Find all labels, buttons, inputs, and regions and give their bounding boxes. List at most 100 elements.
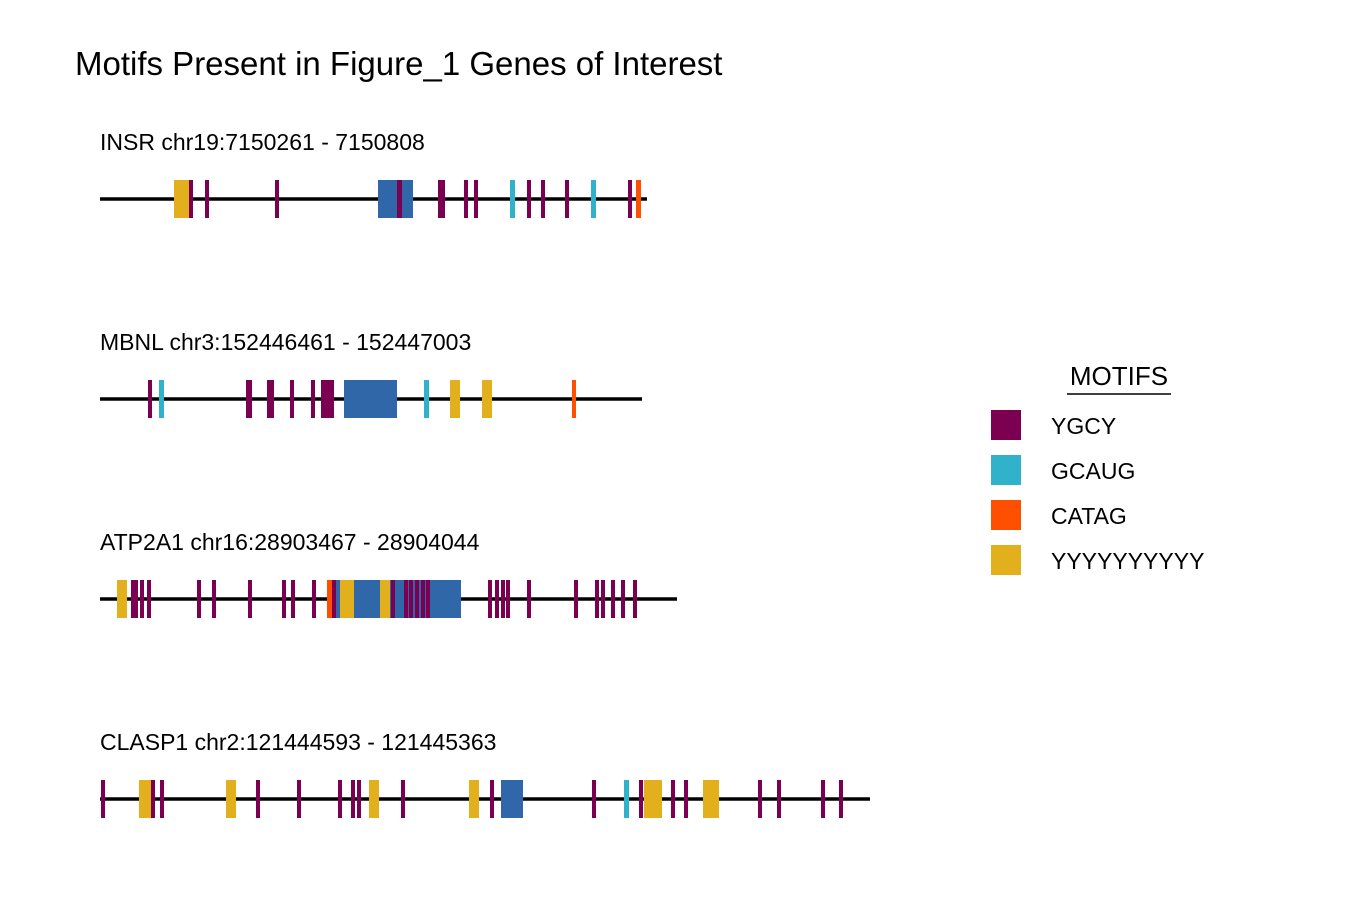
motif-ygcy: [131, 580, 138, 618]
exon-block: [334, 580, 461, 618]
motif-ygcy: [601, 580, 605, 618]
motif-ygcy: [421, 580, 425, 618]
legend-swatch-gcaug: [991, 455, 1021, 485]
motif-ygcy: [321, 380, 334, 418]
motif-ygcy: [777, 780, 781, 818]
motif-yyyyyyyyyy: [139, 780, 151, 818]
gene-label-clasp1: CLASP1 chr2:121444593 - 121445363: [100, 729, 496, 755]
motif-ygcy: [246, 380, 252, 418]
exon-block: [501, 780, 523, 818]
motif-ygcy: [332, 580, 336, 618]
motif-ygcy: [592, 780, 596, 818]
motif-ygcy: [148, 380, 152, 418]
motif-ygcy: [541, 180, 545, 218]
motif-ygcy: [160, 780, 164, 818]
gene-track-insr: INSR chr19:7150261 - 7150808: [100, 129, 647, 218]
motif-ygcy: [506, 580, 510, 618]
gene-label-mbnl: MBNL chr3:152446461 - 152447003: [100, 329, 471, 355]
motif-ygcy: [684, 780, 688, 818]
legend-swatch-ygcy: [991, 410, 1021, 440]
motif-ygcy: [404, 580, 408, 618]
motif-yyyyyyyyyy: [117, 580, 127, 618]
motif-ygcy: [357, 780, 361, 818]
motif-yyyyyyyyyy: [340, 580, 354, 618]
motif-ygcy: [312, 580, 316, 618]
motif-ygcy: [633, 580, 637, 618]
motif-yyyyyyyyyy: [469, 780, 479, 818]
motif-ygcy: [275, 180, 279, 218]
motif-ygcy: [205, 180, 209, 218]
motif-ygcy: [527, 180, 531, 218]
motif-yyyyyyyyyy: [380, 580, 390, 618]
exon-block: [344, 380, 397, 418]
motif-ygcy: [256, 780, 260, 818]
legend-swatch-catag: [991, 500, 1021, 530]
motif-gcaug: [424, 380, 429, 418]
motif-gcaug: [591, 180, 596, 218]
motif-ygcy: [391, 580, 395, 618]
legend: MOTIFS YGCY GCAUG CATAG YYYYYYYYYY: [991, 361, 1204, 575]
motif-ygcy: [438, 180, 445, 218]
motif-ygcy: [490, 780, 494, 818]
legend-label-gcaug: GCAUG: [1051, 458, 1135, 484]
motif-ygcy: [248, 580, 252, 618]
motif-ygcy: [338, 780, 342, 818]
motif-gcaug: [510, 180, 515, 218]
motif-ygcy: [267, 380, 274, 418]
motif-ygcy: [839, 780, 843, 818]
motif-ygcy: [415, 580, 419, 618]
gene-tracks: INSR chr19:7150261 - 7150808 MBNL chr3:15…: [100, 129, 870, 818]
motif-ygcy: [426, 580, 430, 618]
motif-ygcy: [621, 580, 625, 618]
motif-ygcy: [397, 180, 402, 218]
gene-track-atp2a1: ATP2A1 chr16:28903467 - 28904044: [100, 529, 677, 618]
motif-ygcy: [671, 780, 675, 818]
motif-ygcy: [565, 180, 569, 218]
motif-ygcy: [297, 780, 301, 818]
legend-label-yyyyyyyyyy: YYYYYYYYYY: [1051, 548, 1204, 574]
motif-ygcy: [151, 780, 155, 818]
motif-ygcy: [611, 580, 615, 618]
motif-ygcy: [409, 580, 413, 618]
motif-ygcy: [628, 180, 632, 218]
motif-catag: [572, 380, 576, 418]
motif-ygcy: [501, 580, 505, 618]
gene-label-insr: INSR chr19:7150261 - 7150808: [100, 129, 425, 155]
legend-swatch-yyyyyyyyyy: [991, 545, 1021, 575]
motif-catag: [636, 180, 641, 218]
motif-ygcy: [212, 580, 216, 618]
exon-block: [378, 180, 413, 218]
motif-ygcy: [758, 780, 762, 818]
gene-track-mbnl: MBNL chr3:152446461 - 152447003: [100, 329, 642, 418]
gene-track-clasp1: CLASP1 chr2:121444593 - 121445363: [100, 729, 870, 818]
motif-ygcy: [140, 580, 144, 618]
motif-ygcy: [401, 780, 405, 818]
motif-ygcy: [197, 580, 201, 618]
motif-yyyyyyyyyy: [226, 780, 236, 818]
motif-ygcy: [311, 380, 315, 418]
motif-yyyyyyyyyy: [369, 780, 379, 818]
gene-label-atp2a1: ATP2A1 chr16:28903467 - 28904044: [100, 529, 480, 555]
motif-ygcy: [595, 580, 599, 618]
motif-yyyyyyyyyy: [703, 780, 719, 818]
legend-label-catag: CATAG: [1051, 503, 1127, 529]
motif-ygcy: [282, 580, 286, 618]
motif-yyyyyyyyyy: [450, 380, 460, 418]
motif-ygcy: [290, 380, 294, 418]
motif-ygcy: [351, 780, 355, 818]
motif-gcaug: [624, 780, 629, 818]
motif-ygcy: [527, 580, 531, 618]
motif-ygcy: [639, 780, 643, 818]
motif-ygcy: [189, 180, 193, 218]
motif-ygcy: [147, 580, 151, 618]
motif-ygcy: [474, 180, 478, 218]
legend-label-ygcy: YGCY: [1051, 413, 1116, 439]
motif-yyyyyyyyyy: [644, 780, 662, 818]
motif-ygcy: [495, 580, 499, 618]
motif-yyyyyyyyyy: [482, 380, 492, 418]
motif-ygcy: [464, 180, 468, 218]
motif-yyyyyyyyyy: [174, 180, 190, 218]
figure-title: Motifs Present in Figure_1 Genes of Inte…: [75, 45, 722, 82]
motif-gcaug: [159, 380, 164, 418]
